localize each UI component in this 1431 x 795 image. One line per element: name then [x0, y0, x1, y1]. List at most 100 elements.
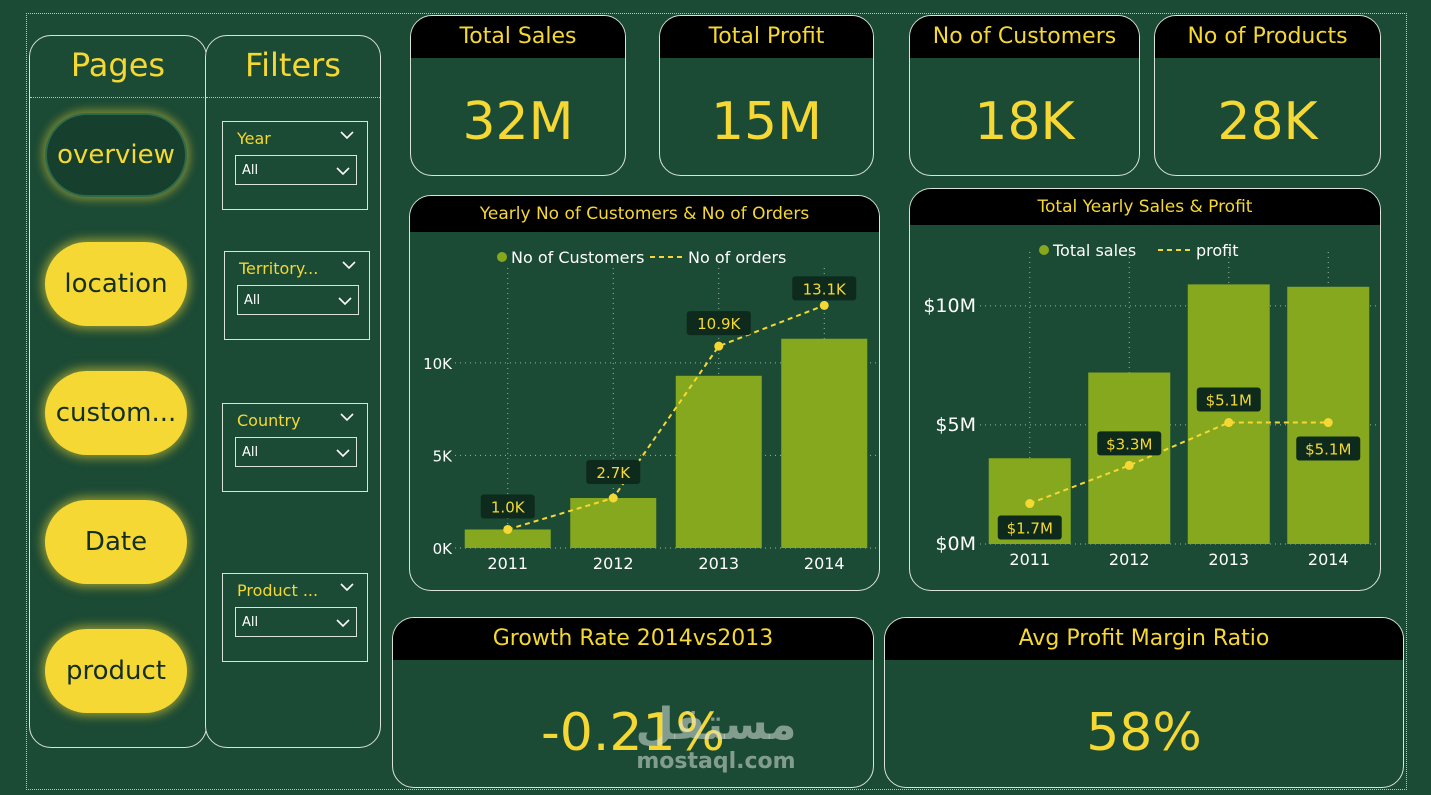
data-label: $5.1M — [1206, 392, 1252, 410]
legend-bar-marker — [497, 252, 507, 262]
bar-2013 — [675, 375, 762, 548]
bar-2013 — [1187, 284, 1270, 544]
sales-profit-chart-card: Total Yearly Sales & Profit $0M $5M $10M 20… — [909, 188, 1381, 591]
kpi-customers: No of Customers 18K — [909, 15, 1140, 176]
bar-2012 — [1088, 372, 1171, 544]
x-tick-label: 2012 — [1109, 550, 1150, 569]
line-point — [608, 493, 618, 503]
product-select[interactable]: All — [235, 607, 357, 637]
x-tick-label: 2011 — [1009, 550, 1050, 569]
data-label-bg — [586, 460, 641, 484]
x-tick-label: 2013 — [698, 554, 739, 573]
data-label: 1.0K — [491, 498, 526, 516]
data-label-bg — [792, 276, 857, 301]
data-label-bg — [1196, 387, 1261, 412]
chevron-down-icon — [336, 167, 350, 176]
dashboard-frame — [26, 13, 1407, 790]
page-button-overview[interactable]: overview — [45, 113, 187, 197]
data-label-bg — [997, 515, 1062, 540]
x-tick-label: 2011 — [487, 554, 528, 573]
x-tick-label: 2013 — [1208, 550, 1249, 569]
legend-bar-label: No of Customers — [511, 248, 644, 267]
data-label: $5.1M — [1305, 441, 1351, 459]
product-slicer: Product ... All — [222, 573, 368, 662]
kpi-profit-margin-title: Avg Profit Margin Ratio — [885, 618, 1403, 660]
filters-divider — [206, 97, 380, 98]
bar-2014 — [1287, 286, 1370, 544]
x-tick-label: 2012 — [593, 554, 634, 573]
data-label-bg — [1097, 431, 1162, 456]
kpi-total-profit: Total Profit 15M — [659, 15, 874, 176]
chart1-title: Yearly No of Customers & No of Orders — [410, 196, 879, 232]
data-label: 2.7K — [596, 464, 631, 482]
y-tick-label: $0M — [935, 533, 976, 555]
page-button-location[interactable]: location — [45, 242, 187, 326]
line-point — [1323, 418, 1333, 428]
bar-2014 — [781, 338, 868, 548]
kpi-customers-title: No of Customers — [910, 16, 1139, 58]
y-tick-label: $10M — [923, 295, 976, 317]
legend-bar-marker — [1039, 245, 1049, 255]
chart2-title: Total Yearly Sales & Profit — [910, 189, 1380, 225]
country-select[interactable]: All — [235, 437, 357, 467]
country-slicer: Country All — [222, 403, 368, 492]
sales-profit-chart: $0M $5M $10M 2011 2012 2013 2014 $1.7M $3.3M $5.1… — [923, 241, 1378, 569]
product-slicer-label: Product ... — [237, 581, 319, 600]
data-label: $1.7M — [1007, 520, 1053, 538]
line-point — [819, 300, 829, 310]
year-select[interactable]: All — [235, 155, 357, 185]
kpi-profit-margin: Avg Profit Margin Ratio 58% — [884, 617, 1404, 788]
kpi-total-sales: Total Sales 32M — [410, 15, 626, 176]
chevron-down-icon[interactable] — [340, 410, 354, 424]
territory-slicer-label: Territory... — [239, 259, 319, 278]
data-label-bg — [480, 494, 535, 519]
territory-slicer: Territory... All — [224, 251, 370, 340]
line-point — [714, 341, 724, 351]
page-button-date[interactable]: Date — [45, 500, 187, 584]
watermark: مستقل mostaql.com — [626, 699, 806, 775]
kpi-products-value: 28K — [1217, 92, 1318, 152]
y-tick-label: 10K — [423, 355, 453, 373]
kpi-total-profit-title: Total Profit — [660, 16, 873, 58]
y-tick-label: 0K — [433, 540, 454, 558]
legend-line-label: profit — [1196, 241, 1239, 260]
customers-orders-chart-card: Yearly No of Customers & No of Orders 0K… — [409, 195, 880, 591]
legend-bar-label: Total sales — [1052, 241, 1136, 260]
legend-line-label: No of orders — [688, 248, 786, 267]
pages-divider — [30, 97, 206, 98]
watermark-latin: mostaql.com — [636, 749, 796, 774]
year-slicer: Year All — [222, 121, 368, 210]
product-select-value: All — [242, 615, 259, 630]
y-tick-label: $5M — [935, 414, 976, 436]
y-tick-label: 5K — [433, 447, 454, 465]
kpi-total-profit-value: 15M — [710, 92, 823, 152]
bar-2011 — [464, 529, 551, 548]
line-point — [1124, 460, 1134, 470]
profit-line — [507, 304, 825, 531]
territory-select-value: All — [244, 293, 261, 308]
x-tick-label: 2014 — [804, 554, 845, 573]
chevron-down-icon[interactable] — [342, 258, 356, 272]
line-point — [1025, 499, 1035, 509]
page-button-customers[interactable]: custom... — [45, 371, 187, 455]
kpi-customers-value: 18K — [974, 92, 1075, 152]
profit-line — [1029, 421, 1329, 505]
data-label: 10.9K — [697, 315, 741, 333]
year-select-value: All — [242, 163, 259, 178]
territory-select[interactable]: All — [237, 285, 359, 315]
chevron-down-icon — [338, 297, 352, 306]
bar-2012 — [570, 498, 657, 548]
chevron-down-icon[interactable] — [340, 128, 354, 142]
pages-title: Pages — [70, 46, 166, 84]
data-label-bg — [1296, 436, 1361, 461]
line-point — [503, 524, 513, 534]
data-label-bg — [686, 311, 751, 336]
data-label: $3.3M — [1106, 435, 1152, 453]
data-label: 13.1K — [803, 280, 847, 298]
page-button-product[interactable]: product — [45, 629, 187, 713]
filters-title: Filters — [245, 46, 341, 84]
chevron-down-icon[interactable] — [340, 580, 354, 594]
pages-panel: Pages overview location custom... Date p… — [29, 35, 207, 748]
watermark-arabic: مستقل — [635, 699, 797, 750]
kpi-products: No of Products 28K — [1154, 15, 1381, 176]
